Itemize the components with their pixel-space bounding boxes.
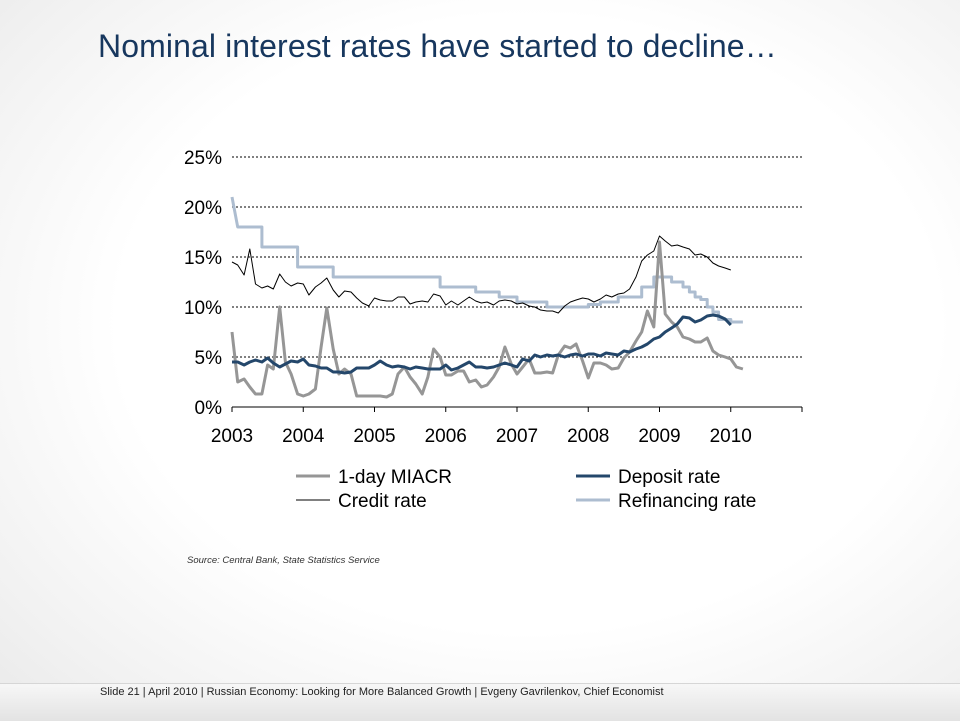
interest-rate-chart: 0%5%10%15%20%25% 2003 2004 2005 2006 2007 200…: [184, 148, 803, 512]
y-tick-label: 25%: [184, 148, 222, 169]
x-axis-labels: 2003 2004 2005 2006 2007 2008 2009 2010: [211, 426, 752, 447]
x-tick-label: 2007: [496, 426, 538, 447]
x-tick-label: 2005: [353, 426, 395, 447]
x-tick-label: 2006: [425, 426, 467, 447]
legend-label-1-day-miacr: 1-day MIACR: [338, 467, 452, 488]
series-line-refinancing-rate: [230, 196, 743, 324]
legend-label-deposit-rate: Deposit rate: [618, 467, 720, 488]
x-axis-ticks: [231, 407, 803, 412]
footer-text: Slide 21 | April 2010 | Russian Economy:…: [100, 686, 664, 698]
legend-label-credit-rate: Credit rate: [338, 491, 427, 512]
series-line-deposit-rate: [232, 313, 732, 375]
x-tick-label: 2004: [282, 426, 325, 447]
footer-bar: [0, 683, 960, 721]
source-note: Source: Central Bank, State Statistics S…: [187, 555, 380, 566]
y-axis-labels: 0% 5% 10% 15% 20% 25%: [184, 148, 222, 419]
y-tick-label: 5%: [195, 348, 223, 369]
y-tick-label: 20%: [184, 198, 222, 219]
y-tick-label: 15%: [184, 248, 222, 269]
y-tick-label: 10%: [184, 298, 222, 319]
legend-label-refinancing-rate: Refinancing rate: [618, 491, 756, 512]
x-tick-label: 2008: [567, 426, 609, 447]
series-line-credit-rate: [231, 235, 731, 314]
slide-title: Nominal interest rates have started to d…: [98, 28, 777, 64]
x-tick-label: 2009: [638, 426, 680, 447]
x-tick-label: 2003: [211, 426, 253, 447]
chart-gridlines: [232, 156, 802, 358]
chart-legend: 1-day MIACR Deposit rate Credit rate Refina…: [296, 467, 756, 512]
x-tick-label: 2010: [710, 426, 752, 447]
series-line-1-day-miacr: [230, 240, 744, 399]
chart-series: [230, 196, 744, 399]
y-tick-label: 0%: [195, 398, 223, 419]
